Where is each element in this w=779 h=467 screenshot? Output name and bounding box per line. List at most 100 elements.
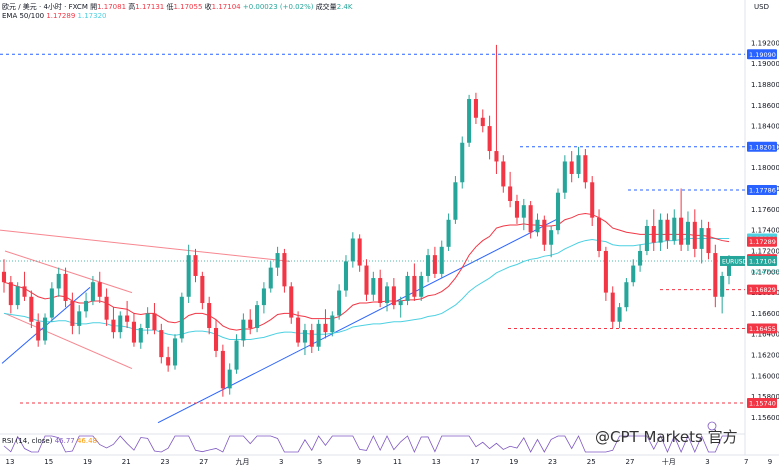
watermark: @CPT Markets 官方 [595, 428, 738, 446]
y-tick-label: 1.15600 [751, 414, 779, 422]
ema-legend[interactable]: EMA 50/100 1.17289 1.17320 [2, 12, 106, 20]
price-tag-label: 1.15740 [749, 399, 776, 407]
candle-body [378, 278, 383, 304]
candle-body [371, 278, 376, 295]
y-tick-label: 1.17400 [751, 227, 779, 235]
x-tick-label: 19 [83, 458, 92, 466]
candle-body [569, 161, 574, 174]
price-tag-label: 1.17104 [749, 257, 776, 265]
candle-body [8, 282, 13, 306]
y-tick-label: 1.18600 [751, 102, 779, 110]
symbol-tag-label: EURUSD [722, 258, 748, 265]
resistance-trendline [0, 229, 291, 262]
candle-body [672, 217, 677, 241]
candle-body [77, 311, 82, 326]
candle-body [398, 300, 403, 306]
candle-body [220, 350, 225, 389]
candle-body [159, 330, 164, 358]
candle-body [487, 126, 492, 152]
candle-body [713, 253, 718, 297]
y-tick-label: 1.15800 [751, 393, 779, 401]
channel-lower-line [4, 312, 133, 370]
candle-body [49, 288, 54, 318]
candle-body [166, 357, 171, 366]
high-value: 1.17131 [135, 3, 165, 11]
rsi-value-1: 46.77 [54, 437, 75, 445]
candle-body [193, 255, 198, 276]
candle-body [631, 265, 636, 283]
open-value: 1.17081 [97, 3, 127, 11]
x-tick-label: 23 [548, 458, 557, 466]
symbol-line: 欧元 / 美元 · 4小时 · FXCM [2, 3, 88, 11]
y-tick-label: 1.19000 [751, 60, 779, 68]
x-tick-label: 9 [357, 458, 361, 466]
candle-body [562, 161, 567, 193]
ema50-line [3, 213, 730, 331]
support-trendline-long [157, 217, 561, 424]
y-tick-label: 1.17000 [751, 268, 779, 276]
x-tick-label: 19 [509, 458, 518, 466]
candle-body [125, 315, 130, 322]
price-tag [747, 255, 777, 266]
candle-body [528, 205, 533, 233]
currency-label: USD [754, 3, 769, 11]
close-label: 收 [204, 3, 212, 11]
candle-body [302, 330, 307, 343]
candle-body [726, 261, 732, 276]
candle-body [426, 255, 431, 276]
price-tag [747, 141, 777, 152]
candle-body [473, 99, 478, 118]
candle-body [521, 205, 526, 218]
candle-body [610, 292, 615, 322]
candle-body [296, 317, 301, 343]
close-value: 1.17104 [211, 3, 241, 11]
x-tick-label: 27 [199, 458, 208, 466]
candle-body [350, 238, 355, 262]
volume-label: 成交量 [315, 3, 337, 11]
x-tick-label: 13 [6, 458, 15, 466]
candle-body [63, 273, 68, 301]
candle-body [384, 286, 390, 304]
ema-label: EMA 50/100 [2, 12, 45, 20]
candle-body [316, 323, 321, 347]
price-tag-label: 1.19090 [749, 51, 776, 59]
candle-body [118, 315, 123, 333]
x-tick-label: 十月 [662, 457, 676, 466]
x-tick-label: 27 [626, 458, 635, 466]
candle-body [138, 328, 143, 343]
candle-body [535, 219, 540, 233]
x-tick-label: 7 [744, 458, 748, 466]
volume-value: 2.4K [336, 3, 353, 11]
rsi-line [3, 434, 729, 454]
x-tick-label: 11 [393, 458, 402, 466]
y-tick-label: 1.16400 [751, 331, 779, 339]
candle-body [145, 313, 150, 328]
candle-body [90, 282, 95, 301]
candle-body [460, 142, 465, 183]
candle-body [583, 155, 588, 183]
symbol-tag [720, 255, 745, 266]
candle-body [289, 286, 294, 318]
candle-body [172, 338, 178, 366]
candle-body [22, 286, 27, 297]
candle-body [15, 286, 20, 306]
price-tag-label: 1.17289 [749, 238, 776, 246]
x-tick-label: 17 [471, 458, 480, 466]
channel-upper-line [4, 250, 133, 294]
countdown-label: 02:47:33 [751, 268, 779, 276]
candle-body [412, 275, 417, 297]
candle-body [84, 300, 89, 312]
y-tick-label: 1.18800 [751, 81, 779, 89]
rsi-legend[interactable]: RSI (14, close) 46.77 46.48 [2, 437, 97, 445]
candle-body [343, 261, 349, 291]
candle-body [446, 219, 451, 247]
candle-body [36, 321, 41, 341]
candle-body [549, 230, 554, 245]
rsi-value-2: 46.48 [76, 437, 98, 445]
candle-body [405, 275, 410, 301]
x-tick-label: 21 [122, 458, 131, 466]
candle-body [590, 182, 595, 218]
x-tick-label: 3 [279, 458, 283, 466]
candle-body [43, 317, 48, 341]
